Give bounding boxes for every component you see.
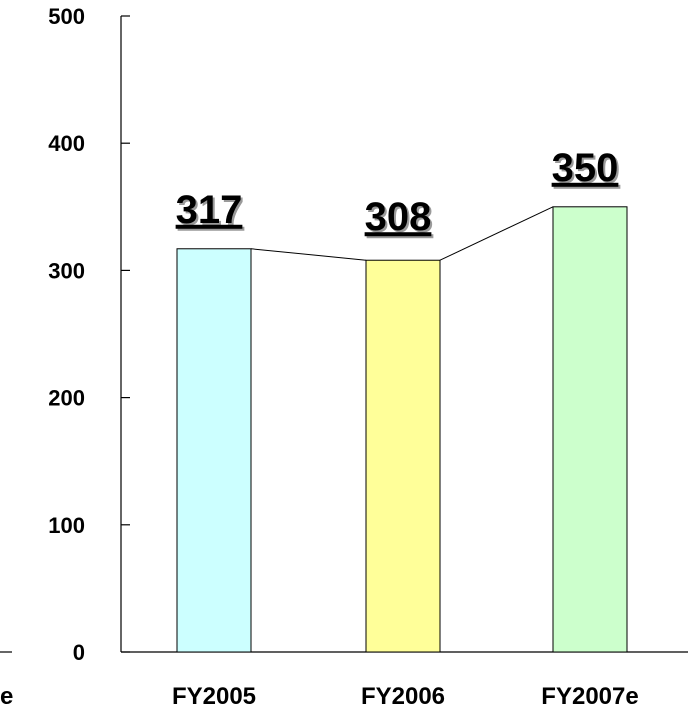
y-tick-label: 0 <box>73 640 85 665</box>
category-label: FY2005 <box>172 683 256 710</box>
bar-fy2007e <box>552 206 628 653</box>
data-label-text: 308 <box>365 195 432 239</box>
connector-line <box>250 248 367 261</box>
data-label-shadow: 317 <box>178 190 245 234</box>
data-label-shadow: 308 <box>367 197 434 241</box>
connector-line <box>439 206 554 261</box>
data-label-text: 317 <box>176 188 243 232</box>
y-tick-label: 300 <box>48 258 85 283</box>
bars <box>176 206 628 653</box>
category-label: FY2006 <box>361 683 445 710</box>
extras: e <box>0 651 13 710</box>
bar-fy2005 <box>176 248 252 653</box>
category-label: FY2007e <box>541 683 638 710</box>
y-tick-label: 500 <box>48 4 85 29</box>
connector-lines <box>250 206 554 261</box>
y-tick-label: 100 <box>48 513 85 538</box>
data-label-shadow: 350 <box>554 148 621 192</box>
partial-category-label: e <box>0 683 13 710</box>
category-labels: FY2005 FY2006 FY2007e <box>172 683 639 710</box>
y-axis: 0 100 200 300 400 500 <box>48 4 130 665</box>
data-label-text: 350 <box>552 146 619 190</box>
y-tick-label: 200 <box>48 386 85 411</box>
y-tick-label: 400 <box>48 131 85 156</box>
bar-fy2006 <box>365 259 441 653</box>
